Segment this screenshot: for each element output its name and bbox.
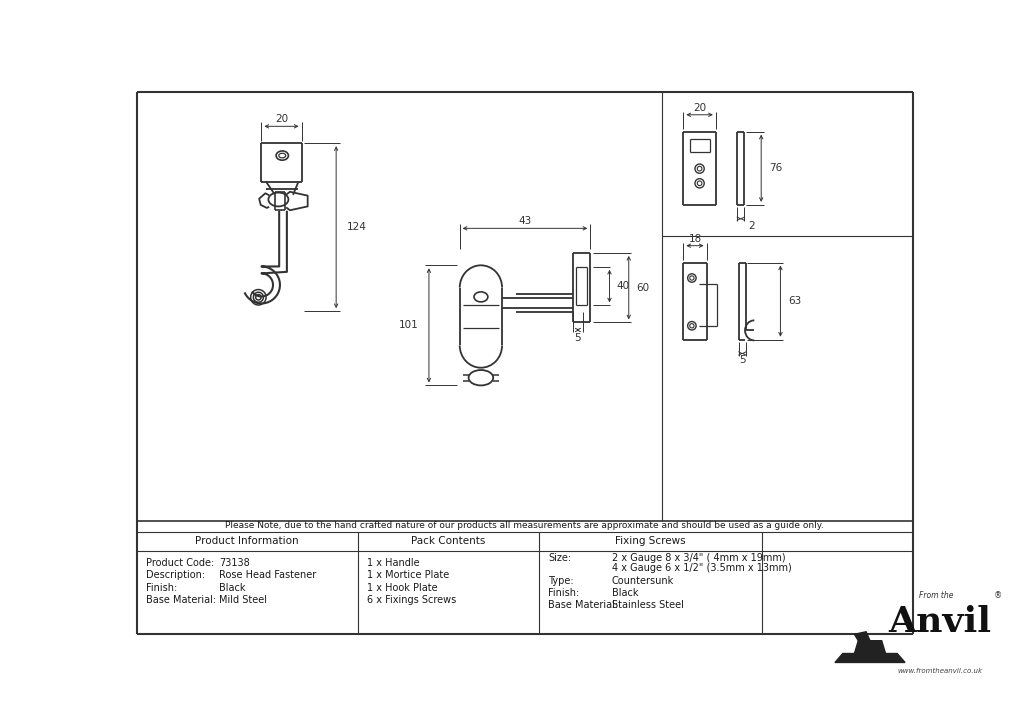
Text: Size:: Size:	[548, 552, 571, 562]
Text: Please Note, due to the hand crafted nature of our products all measurements are: Please Note, due to the hand crafted nat…	[225, 521, 824, 531]
Text: 124: 124	[347, 222, 367, 232]
Text: Fixing Screws: Fixing Screws	[615, 536, 686, 546]
Text: 43: 43	[518, 216, 531, 226]
Text: ®: ®	[994, 592, 1002, 600]
Text: Product Code:: Product Code:	[146, 558, 214, 568]
Text: Mild Steel: Mild Steel	[219, 595, 267, 605]
Text: 1 x Mortice Plate: 1 x Mortice Plate	[367, 570, 450, 580]
Polygon shape	[854, 641, 886, 654]
Text: 60: 60	[637, 283, 649, 293]
Text: 18: 18	[688, 234, 701, 244]
Text: 5: 5	[574, 333, 582, 343]
Text: 40: 40	[616, 281, 630, 291]
Text: Product Information: Product Information	[196, 536, 299, 546]
Text: 76: 76	[769, 163, 782, 173]
Text: www.fromtheanvil.co.uk: www.fromtheanvil.co.uk	[897, 668, 983, 674]
Text: Type:: Type:	[548, 576, 573, 585]
Text: 1 x Handle: 1 x Handle	[367, 558, 420, 568]
Text: Black: Black	[219, 582, 246, 592]
Text: 20: 20	[693, 103, 707, 113]
Text: Description:: Description:	[146, 570, 205, 580]
Text: 2: 2	[748, 221, 755, 231]
Text: Finish:: Finish:	[548, 588, 580, 598]
Text: Finish:: Finish:	[146, 582, 177, 592]
Text: 101: 101	[398, 321, 418, 330]
Text: Countersunk: Countersunk	[611, 576, 674, 585]
Polygon shape	[854, 632, 870, 641]
Polygon shape	[835, 654, 905, 662]
Text: Base Material:: Base Material:	[548, 600, 618, 610]
Text: 5: 5	[739, 355, 745, 365]
Text: Stainless Steel: Stainless Steel	[611, 600, 684, 610]
Text: 1 x Hook Plate: 1 x Hook Plate	[367, 582, 437, 592]
Text: Pack Contents: Pack Contents	[411, 536, 485, 546]
Text: From the: From the	[919, 592, 953, 600]
Text: 4 x Gauge 6 x 1/2" (3.5mm x 13mm): 4 x Gauge 6 x 1/2" (3.5mm x 13mm)	[611, 563, 792, 573]
Text: 63: 63	[788, 296, 802, 306]
Text: 2 x Gauge 8 x 3/4" ( 4mm x 19mm): 2 x Gauge 8 x 3/4" ( 4mm x 19mm)	[611, 552, 785, 562]
Text: Base Material:: Base Material:	[146, 595, 216, 605]
Text: Black: Black	[611, 588, 638, 598]
Text: Anvil: Anvil	[889, 605, 991, 638]
Text: 6 x Fixings Screws: 6 x Fixings Screws	[367, 595, 457, 605]
Text: Rose Head Fastener: Rose Head Fastener	[219, 570, 316, 580]
Text: 20: 20	[275, 114, 289, 124]
Text: 73138: 73138	[219, 558, 250, 568]
